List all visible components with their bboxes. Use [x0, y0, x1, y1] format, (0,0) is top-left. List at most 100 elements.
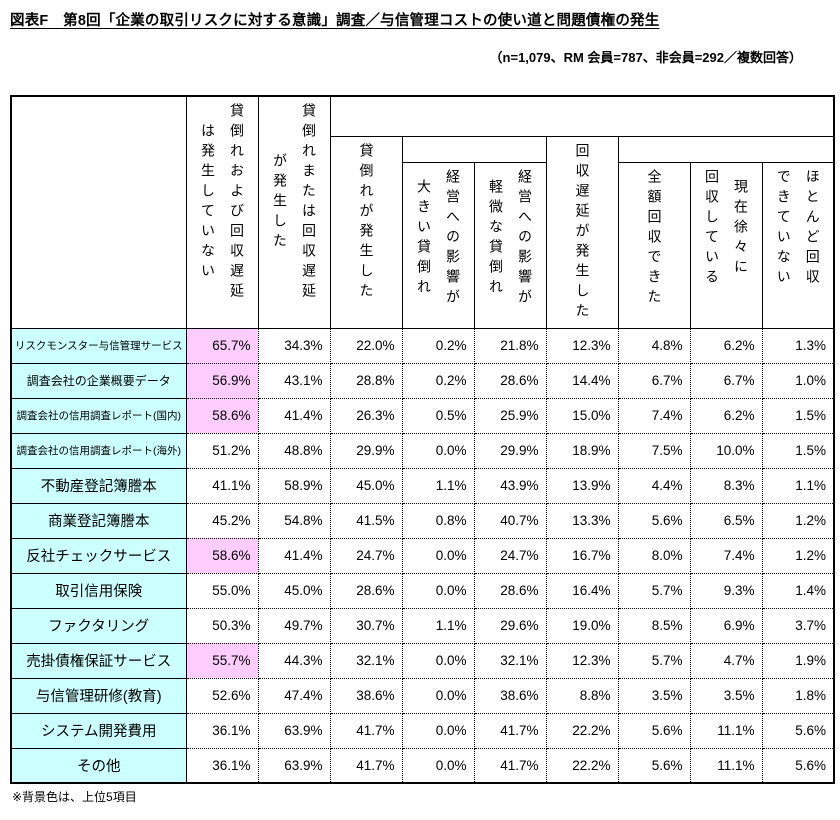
value-cell: 56.9% [185, 362, 259, 399]
footnote: ※背景色は、上位5項目 [12, 790, 137, 804]
row-label: システム開発費用 [10, 712, 187, 749]
value-cell: 52.6% [185, 677, 259, 714]
value-cell: 28.6% [473, 572, 547, 609]
value-cell: 6.9% [689, 607, 763, 644]
value-cell: 65.7% [185, 327, 259, 364]
value-cell: 0.5% [401, 397, 475, 434]
table-row: 不動産登記簿謄本 41.1% 58.9% 45.0% 1.1% 43.9% 13.9% 4.4… [10, 467, 835, 504]
row-label: 反社チェックサービス [10, 537, 187, 574]
col-header-recovered-hardly: ほとんど回収 できていない [761, 161, 835, 329]
row-label: 調査会社の信用調査レポート(国内) [10, 397, 187, 434]
value-cell: 7.4% [689, 537, 763, 574]
header-spacer [401, 135, 547, 163]
value-cell: 15.0% [545, 397, 619, 434]
value-cell: 58.6% [185, 397, 259, 434]
value-cell: 44.3% [257, 642, 331, 679]
col-header-baddebt-minor-impact: 経営への影響が 軽微な貸倒れ [473, 161, 547, 329]
col-header-label: 回収遅延が発生した [574, 142, 591, 323]
value-cell: 41.1% [185, 467, 259, 504]
value-cell: 34.3% [257, 327, 331, 364]
value-cell: 63.9% [257, 747, 331, 784]
table-header: 貸倒れおよび回収遅延 は発生していない 貸倒れまたは回収遅延 が発生した 貸倒れ… [10, 95, 835, 329]
value-cell: 29.9% [329, 432, 403, 469]
value-cell: 0.0% [401, 572, 475, 609]
value-cell: 36.1% [185, 712, 259, 749]
table-row: 反社チェックサービス 58.6% 41.4% 24.7% 0.0% 24.7% 16.7% 8… [10, 537, 835, 574]
col-header-label: 全額回収できた [646, 168, 663, 309]
value-cell: 36.1% [185, 747, 259, 784]
value-cell: 0.0% [401, 712, 475, 749]
value-cell: 49.7% [257, 607, 331, 644]
value-cell: 6.2% [689, 327, 763, 364]
row-label: 売掛債権保証サービス [10, 642, 187, 679]
col-header-label: ほとんど回収 できていない [775, 168, 821, 289]
value-cell: 1.2% [761, 537, 835, 574]
row-label: 取引信用保険 [10, 572, 187, 609]
value-cell: 5.6% [761, 747, 835, 784]
value-cell: 28.6% [473, 362, 547, 399]
value-cell: 41.7% [473, 712, 547, 749]
value-cell: 45.0% [257, 572, 331, 609]
value-cell: 12.3% [545, 327, 619, 364]
table-row: 調査会社の信用調査レポート(国内) 58.6% 41.4% 26.3% 0.5% 25.9… [10, 397, 835, 434]
value-cell: 5.6% [761, 712, 835, 749]
row-label: リスクモンスター与信管理サービス [10, 327, 187, 364]
value-cell: 19.0% [545, 607, 619, 644]
value-cell: 5.7% [617, 642, 691, 679]
table-row: その他 36.1% 63.9% 41.7% 0.0% 41.7% 22.2% 5.6% 11.1… [10, 747, 835, 784]
value-cell: 1.8% [761, 677, 835, 714]
value-cell: 21.8% [473, 327, 547, 364]
value-cell: 38.6% [473, 677, 547, 714]
value-cell: 41.5% [329, 502, 403, 539]
value-cell: 0.8% [401, 502, 475, 539]
value-cell: 1.5% [761, 397, 835, 434]
row-label: ファクタリング [10, 607, 187, 644]
value-cell: 0.0% [401, 537, 475, 574]
table-row: 調査会社の企業概要データ 56.9% 43.1% 28.8% 0.2% 28.6% 14.4… [10, 362, 835, 399]
corner-cell [10, 95, 187, 329]
value-cell: 6.7% [689, 362, 763, 399]
value-cell: 41.7% [473, 747, 547, 784]
value-cell: 5.6% [617, 747, 691, 784]
value-cell: 11.1% [689, 712, 763, 749]
col-header-baddebt-major-impact: 経営への影響が 大きい貸倒れ [401, 161, 475, 329]
value-cell: 1.5% [761, 432, 835, 469]
col-header-label: 現在徐々に 回収している [704, 168, 749, 289]
value-cell: 22.0% [329, 327, 403, 364]
value-cell: 13.3% [545, 502, 619, 539]
value-cell: 13.9% [545, 467, 619, 504]
table-row: 売掛債権保証サービス 55.7% 44.3% 32.1% 0.0% 32.1% 12.3% 5… [10, 642, 835, 679]
value-cell: 8.3% [689, 467, 763, 504]
value-cell: 32.1% [473, 642, 547, 679]
col-header-label: 経営への影響が 軽微な貸倒れ [488, 168, 533, 309]
value-cell: 4.7% [689, 642, 763, 679]
value-cell: 45.0% [329, 467, 403, 504]
table-row: 与信管理研修(教育) 52.6% 47.4% 38.6% 0.0% 38.6% 8.8% 3.… [10, 677, 835, 714]
value-cell: 22.2% [545, 712, 619, 749]
figure-subtitle: （n=1,079、RM 会員=787、非会員=292／複数回答） [489, 50, 802, 65]
value-cell: 1.9% [761, 642, 835, 679]
value-cell: 1.1% [401, 467, 475, 504]
table-row: 商業登記簿謄本 45.2% 54.8% 41.5% 0.8% 40.7% 13.3% 5.6%… [10, 502, 835, 539]
value-cell: 55.0% [185, 572, 259, 609]
value-cell: 0.0% [401, 747, 475, 784]
value-cell: 7.4% [617, 397, 691, 434]
value-cell: 6.5% [689, 502, 763, 539]
value-cell: 32.1% [329, 642, 403, 679]
value-cell: 0.0% [401, 642, 475, 679]
value-cell: 8.5% [617, 607, 691, 644]
col-header-label: 貸倒れまたは回収遅延 が発生した [272, 103, 317, 303]
value-cell: 48.8% [257, 432, 331, 469]
value-cell: 63.9% [257, 712, 331, 749]
col-header-recovered-full: 全額回収できた [617, 161, 691, 329]
value-cell: 6.7% [617, 362, 691, 399]
col-header-label: 貸倒れおよび回収遅延 は発生していない [200, 103, 245, 303]
value-cell: 5.6% [617, 712, 691, 749]
value-cell: 16.4% [545, 572, 619, 609]
row-label: 商業登記簿謄本 [10, 502, 187, 539]
value-cell: 24.7% [473, 537, 547, 574]
value-cell: 3.5% [689, 677, 763, 714]
table-row: システム開発費用 36.1% 63.9% 41.7% 0.0% 41.7% 22.2% 5.6… [10, 712, 835, 749]
value-cell: 1.3% [761, 327, 835, 364]
